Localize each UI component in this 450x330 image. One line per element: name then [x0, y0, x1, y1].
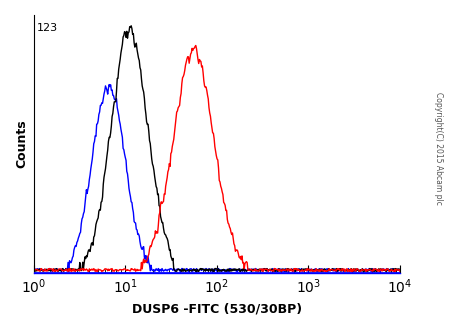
Text: Copyright(C) 2015 Abcam plc: Copyright(C) 2015 Abcam plc: [434, 92, 443, 205]
X-axis label: DUSP6 -FITC (530/30BP): DUSP6 -FITC (530/30BP): [132, 302, 302, 315]
Y-axis label: Counts: Counts: [15, 120, 28, 168]
Text: 123: 123: [37, 23, 58, 33]
